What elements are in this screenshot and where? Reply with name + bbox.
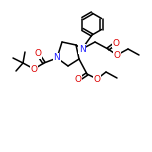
Text: O: O — [112, 38, 119, 47]
Text: O: O — [74, 76, 81, 85]
Text: O: O — [35, 50, 41, 59]
Text: N: N — [54, 54, 60, 62]
Text: O: O — [31, 64, 38, 74]
Text: O: O — [114, 50, 121, 59]
Text: N: N — [79, 45, 85, 54]
Text: O: O — [93, 74, 100, 83]
